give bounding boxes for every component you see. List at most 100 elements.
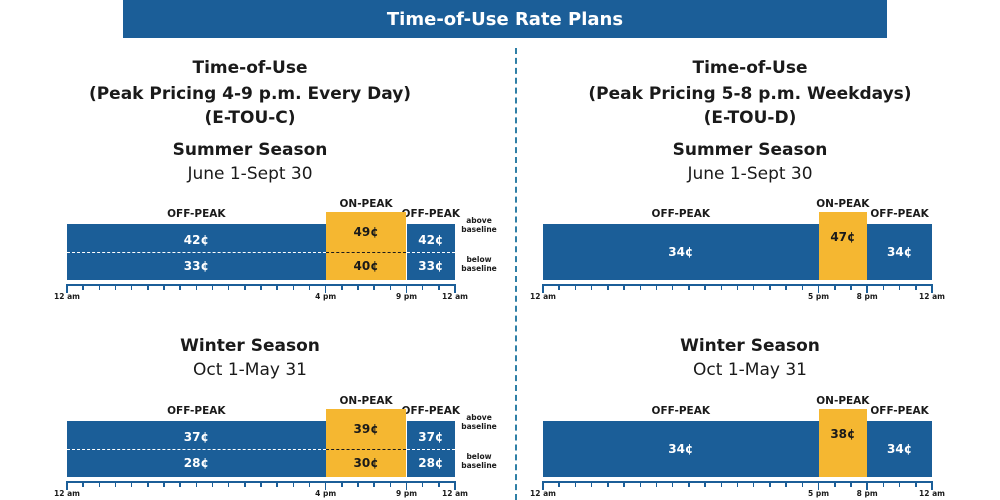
major-tick: [931, 284, 933, 293]
major-tick: [405, 481, 408, 490]
hour-tick: [357, 284, 359, 290]
axis-time-label: 4 pm: [315, 292, 337, 301]
off-peak-rate-below: 28¢: [418, 456, 444, 470]
plan-e-tou-d: Time-of-Use (Peak Pricing 5-8 p.m. Weekd…: [500, 0, 1000, 500]
hour-tick: [671, 284, 674, 290]
on-peak-rate: 47¢: [830, 230, 856, 245]
axis-time-label: 9 pm: [395, 292, 418, 301]
on-peak-rate-below: 40¢: [353, 259, 379, 273]
hour-tick: [147, 481, 149, 487]
hour-tick: [438, 481, 440, 487]
axis-time-label: 12 am: [54, 489, 80, 498]
hour-tick: [785, 284, 787, 290]
axis-time-label: 12 am: [919, 292, 945, 301]
hour-tick: [292, 284, 295, 290]
on-peak-rate-below: 30¢: [353, 456, 379, 470]
hour-tick: [607, 481, 609, 487]
axis-time-label: 5 pm: [808, 292, 830, 301]
baseline-divider: [406, 449, 455, 450]
hour-tick: [260, 284, 262, 290]
axis-time-label: 8 pm: [856, 489, 878, 498]
on-peak-bar: [818, 212, 868, 280]
hour-tick: [195, 481, 198, 487]
hour-tick: [915, 481, 917, 487]
hour-tick: [195, 284, 198, 290]
hour-tick: [341, 481, 343, 487]
hour-tick: [834, 481, 836, 487]
season-dates: Oct 1-May 31: [693, 360, 807, 380]
on-peak-bar: [325, 212, 407, 280]
off-peak-rate: 34¢: [887, 442, 913, 456]
hour-tick: [163, 481, 165, 487]
off-peak-rate-above: 42¢: [183, 233, 209, 247]
hour-tick: [357, 481, 359, 487]
hour-tick: [179, 481, 181, 487]
major-tick: [454, 481, 456, 490]
season-title: Summer Season: [172, 140, 328, 160]
major-tick: [866, 284, 868, 293]
baseline-divider: [67, 252, 326, 253]
hour-tick: [882, 481, 885, 487]
off-peak-bar: [543, 421, 819, 477]
hour-tick: [308, 284, 311, 290]
off-peak-rate-above: 42¢: [418, 233, 444, 247]
hour-tick: [607, 284, 609, 290]
hour-tick: [769, 284, 771, 290]
off-peak-bar: [867, 224, 932, 280]
hour-tick: [655, 481, 658, 487]
hour-tick: [898, 481, 901, 487]
hour-tick: [785, 481, 787, 487]
above-baseline-label: above baseline: [461, 216, 497, 234]
hour-tick: [373, 481, 375, 487]
hour-tick: [801, 284, 804, 290]
hour-tick: [801, 481, 804, 487]
major-tick: [817, 284, 820, 293]
off-peak-label: OFF-PEAK: [167, 405, 226, 417]
hour-tick: [688, 481, 690, 487]
hour-tick: [292, 481, 295, 487]
hour-tick: [720, 284, 723, 290]
hour-tick: [114, 284, 117, 290]
above-baseline-label: above baseline: [461, 413, 497, 431]
on-peak-rate: 38¢: [830, 427, 856, 442]
on-peak-label: ON-PEAK: [339, 395, 393, 407]
hour-tick: [82, 481, 84, 487]
plan-e-tou-c: Time-of-Use (Peak Pricing 4-9 p.m. Every…: [0, 58, 500, 498]
below-baseline-label: below baseline: [461, 255, 497, 273]
on-peak-rate-above: 39¢: [353, 422, 379, 436]
hour-tick: [276, 481, 278, 487]
hour-tick: [308, 481, 311, 487]
hour-tick: [558, 284, 560, 290]
on-peak-rate-above: 49¢: [353, 225, 379, 239]
off-peak-label: OFF-PEAK: [651, 405, 710, 417]
off-peak-rate-above: 37¢: [183, 430, 209, 444]
off-peak-rate: 34¢: [668, 245, 694, 259]
major-tick: [324, 284, 327, 293]
hour-tick: [98, 481, 101, 487]
rate-chart: OFF-PEAK ON-PEAK OFF-PEAK 34¢ 38¢ 34¢ 12 am 5 p…: [500, 387, 1000, 498]
rate-chart: OFF-PEAK ON-PEAK OFF-PEAK 34¢ 47¢ 34¢ 12 am 5 p…: [500, 190, 1000, 301]
rate-chart: OFF-PEAK ON-PEAK OFF-PEAK 42¢ 33¢ 49¢ 40¢ 42¢ 33…: [0, 190, 500, 301]
hour-tick: [82, 284, 84, 290]
hour-tick: [114, 481, 117, 487]
hour-tick: [147, 284, 149, 290]
off-peak-label: OFF-PEAK: [870, 208, 929, 220]
season-dates: June 1-Sept 30: [187, 164, 313, 184]
hour-tick: [704, 284, 706, 290]
on-peak-label: ON-PEAK: [816, 198, 870, 210]
major-tick: [405, 284, 408, 293]
hour-tick: [341, 284, 343, 290]
hour-tick: [421, 481, 424, 487]
on-peak-label: ON-PEAK: [816, 395, 870, 407]
hour-tick: [736, 284, 739, 290]
major-tick: [866, 481, 868, 490]
hour-tick: [688, 284, 690, 290]
plan-code: (E-TOU-D): [703, 108, 797, 128]
plan-subtitle: (Peak Pricing 5-8 p.m. Weekdays): [588, 84, 912, 104]
hour-tick: [574, 284, 577, 290]
hour-tick: [421, 284, 424, 290]
hour-tick: [438, 284, 440, 290]
off-peak-label: OFF-PEAK: [401, 208, 460, 220]
axis-time-label: 4 pm: [315, 489, 337, 498]
banner-title: Time-of-Use Rate Plans: [123, 0, 887, 38]
